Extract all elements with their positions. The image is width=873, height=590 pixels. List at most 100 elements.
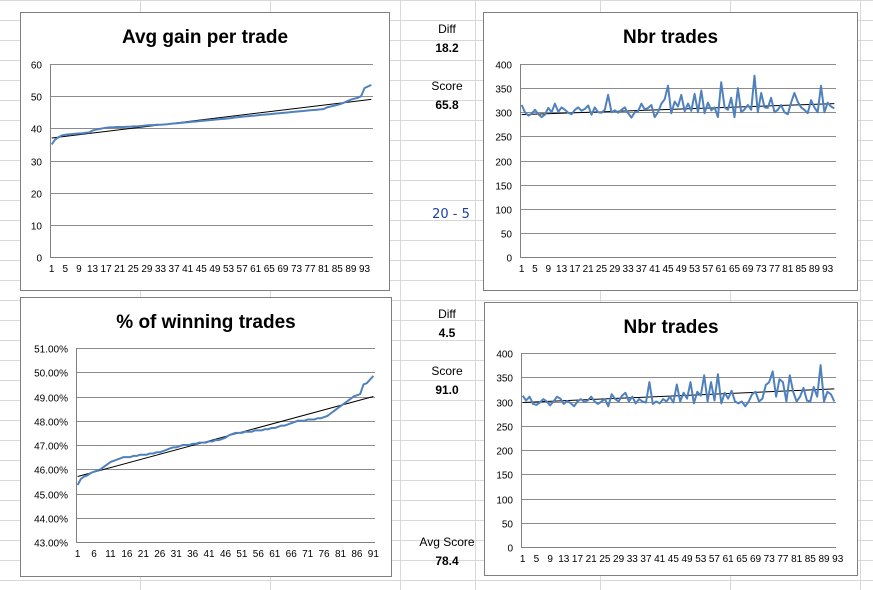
data-point bbox=[563, 403, 565, 405]
data-point bbox=[319, 108, 321, 110]
data-point bbox=[797, 101, 799, 103]
data-point bbox=[574, 109, 576, 111]
data-point bbox=[170, 123, 172, 125]
data-point bbox=[149, 452, 151, 454]
data-point bbox=[767, 107, 769, 109]
data-point bbox=[627, 112, 629, 114]
x-tick-label: 93 bbox=[822, 264, 834, 275]
x-tick-label: 89 bbox=[345, 264, 357, 275]
data-point bbox=[185, 444, 187, 446]
data-point bbox=[139, 125, 141, 127]
data-point bbox=[587, 400, 589, 402]
x-tick-label: 29 bbox=[609, 264, 621, 275]
data-point bbox=[551, 111, 553, 113]
data-point bbox=[248, 115, 250, 117]
data-point bbox=[618, 401, 620, 403]
data-point bbox=[58, 136, 60, 138]
x-tick-label: 73 bbox=[291, 264, 303, 275]
data-point bbox=[64, 134, 66, 136]
data-point bbox=[547, 107, 549, 109]
data-point bbox=[93, 471, 95, 473]
data-point bbox=[360, 95, 362, 97]
chart-winning-pct[interactable]: % of winning trades 43.00% 44.00% 45.00% 46.… bbox=[20, 297, 392, 577]
bottom-score-label: Score bbox=[431, 364, 463, 378]
data-point bbox=[713, 400, 715, 402]
data-point bbox=[166, 123, 168, 125]
y-tick-label: 150 bbox=[495, 182, 512, 193]
data-point bbox=[703, 374, 705, 376]
y-tick-label: 47.00% bbox=[34, 442, 68, 453]
data-point bbox=[142, 454, 144, 456]
data-point bbox=[77, 484, 79, 486]
chart-nbr-trades-bottom[interactable]: Nbr trades 0 50 100 150 200 250 300 350 400 1 5 9 13 1… bbox=[484, 302, 858, 576]
y-tick-label: 200 bbox=[495, 158, 512, 169]
data-point bbox=[674, 101, 676, 103]
data-point bbox=[531, 113, 533, 115]
y-tick-label: 50.00% bbox=[34, 369, 68, 380]
data-point bbox=[211, 440, 213, 442]
x-tick-label: 69 bbox=[277, 264, 289, 275]
data-point bbox=[787, 113, 789, 115]
data-point bbox=[179, 445, 181, 447]
data-point bbox=[813, 106, 815, 108]
data-point bbox=[644, 108, 646, 110]
data-point bbox=[274, 427, 276, 429]
data-point bbox=[657, 111, 659, 113]
data-point bbox=[194, 121, 196, 123]
x-tick-label: 53 bbox=[695, 554, 707, 565]
x-tick-label: 9 bbox=[76, 264, 82, 275]
data-point bbox=[810, 99, 812, 101]
data-point bbox=[785, 401, 787, 403]
data-point bbox=[816, 396, 818, 398]
data-point bbox=[727, 109, 729, 111]
data-point bbox=[277, 426, 279, 428]
chart-nbr-trades-top-svg: Nbr trades 0 50 100 150 200 250 300 350 400 1 5 9 13 1… bbox=[495, 27, 836, 275]
data-point bbox=[202, 442, 204, 444]
data-point bbox=[576, 401, 578, 403]
data-point bbox=[116, 459, 118, 461]
data-point bbox=[584, 108, 586, 110]
bottom-score-value: 91.0 bbox=[435, 383, 459, 397]
x-tick-label: 25 bbox=[599, 554, 611, 565]
data-point bbox=[737, 402, 739, 404]
data-point bbox=[741, 401, 743, 403]
data-point bbox=[156, 451, 158, 453]
x-tick-label: 91 bbox=[368, 549, 380, 560]
data-point bbox=[734, 116, 736, 118]
x-tick-label: 1 bbox=[49, 264, 55, 275]
x-tick-label: 81 bbox=[318, 264, 330, 275]
data-point bbox=[830, 393, 832, 395]
data-point bbox=[333, 410, 335, 412]
data-point bbox=[607, 405, 609, 407]
data-point bbox=[146, 124, 148, 126]
data-point bbox=[549, 404, 551, 406]
data-point bbox=[542, 398, 544, 400]
data-point bbox=[806, 400, 808, 402]
top-diff-label: Diff bbox=[438, 22, 456, 36]
chart-avg-gain[interactable]: Avg gain per trade 0 10 20 30 40 50 60 1 5 9 13 17 21… bbox=[20, 12, 390, 291]
x-tick-label: 61 bbox=[269, 549, 281, 560]
x-tick-label: 61 bbox=[723, 554, 735, 565]
data-point bbox=[160, 124, 162, 126]
x-tick-label: 25 bbox=[128, 264, 140, 275]
data-point bbox=[347, 100, 349, 102]
data-point bbox=[323, 108, 325, 110]
data-point bbox=[231, 433, 233, 435]
data-point bbox=[258, 114, 260, 116]
data-point bbox=[188, 444, 190, 446]
data-point bbox=[294, 421, 296, 423]
data-point bbox=[146, 454, 148, 456]
data-point bbox=[320, 417, 322, 419]
x-tick-label: 37 bbox=[636, 264, 648, 275]
data-point bbox=[54, 139, 56, 141]
data-point bbox=[780, 104, 782, 106]
data-point bbox=[369, 379, 371, 381]
chart-nbr-trades-top[interactable]: Nbr trades 0 50 100 150 200 250 300 350 400 1 5 9 13 1… bbox=[483, 12, 858, 291]
data-point bbox=[802, 387, 804, 389]
data-point bbox=[529, 396, 531, 398]
data-point bbox=[566, 400, 568, 402]
data-point bbox=[666, 401, 668, 403]
data-point bbox=[353, 396, 355, 398]
x-tick-label: 41 bbox=[649, 264, 661, 275]
series-line bbox=[520, 74, 835, 119]
